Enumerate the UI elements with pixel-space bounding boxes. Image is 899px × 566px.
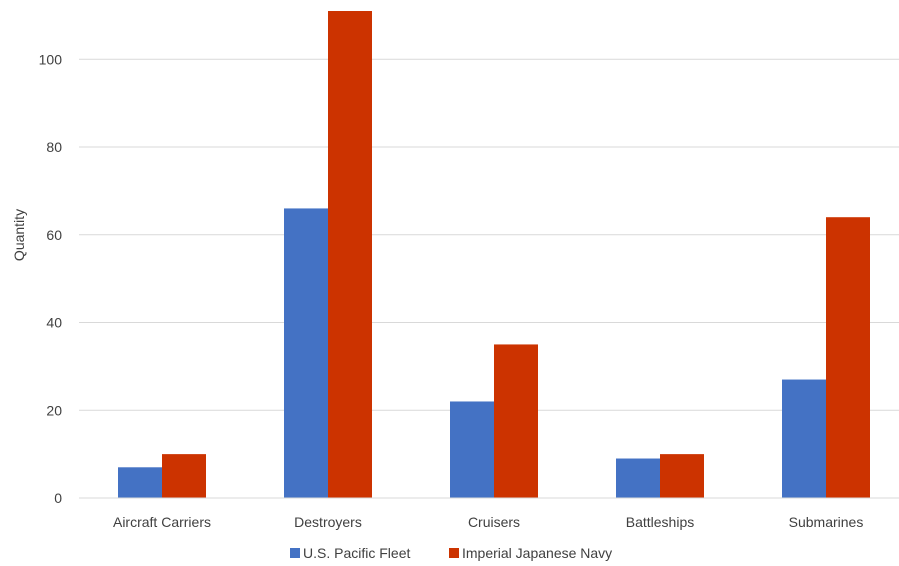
bar-us-pacific-fleet-3 <box>616 458 660 498</box>
gridlines <box>79 58 899 411</box>
x-tick-labels: Aircraft Carriers Destroyers Cruisers Battl… <box>113 514 863 530</box>
y-axis-label: Quantity <box>11 209 27 261</box>
bar-us-pacific-fleet-1 <box>284 208 328 498</box>
bar-imperial-japanese-navy-4 <box>826 217 870 498</box>
bar-imperial-japanese-navy-1 <box>328 11 372 498</box>
y-tick-label: 0 <box>54 490 62 506</box>
x-tick-label: Battleships <box>626 514 694 530</box>
y-tick-labels: 0 20 40 60 80 100 <box>39 51 63 506</box>
y-tick-label: 100 <box>39 51 63 67</box>
legend-swatch <box>449 548 459 558</box>
bar-imperial-japanese-navy-3 <box>660 454 704 498</box>
legend-label: U.S. Pacific Fleet <box>303 545 410 561</box>
legend-label: Imperial Japanese Navy <box>462 545 612 561</box>
bar-imperial-japanese-navy-0 <box>162 454 206 498</box>
y-tick-label: 20 <box>46 402 62 418</box>
bar-us-pacific-fleet-0 <box>118 467 162 498</box>
legend-swatch <box>290 548 300 558</box>
bar-us-pacific-fleet-2 <box>450 401 494 498</box>
y-tick-label: 60 <box>46 227 62 243</box>
x-tick-label: Destroyers <box>294 514 362 530</box>
bar-imperial-japanese-navy-2 <box>494 344 538 498</box>
y-tick-label: 40 <box>46 315 62 331</box>
x-tick-label: Aircraft Carriers <box>113 514 211 530</box>
legend: U.S. Pacific Fleet Imperial Japanese Navy <box>290 545 612 561</box>
bars <box>118 11 870 498</box>
x-tick-label: Submarines <box>789 514 864 530</box>
x-tick-label: Cruisers <box>468 514 520 530</box>
y-tick-label: 80 <box>46 139 62 155</box>
bar-us-pacific-fleet-4 <box>782 379 826 498</box>
